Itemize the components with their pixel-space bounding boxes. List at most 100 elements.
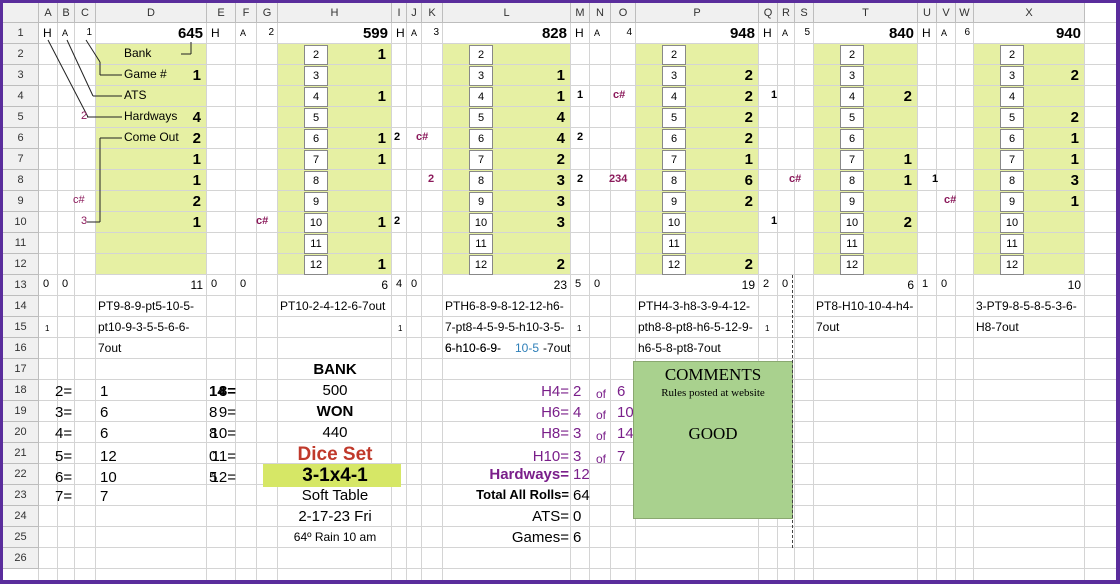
roll-count: 2: [744, 109, 753, 126]
grid-row-line: [3, 421, 1116, 422]
column-header[interactable]: G: [257, 3, 278, 23]
column-header[interactable]: X: [974, 3, 1085, 23]
column-header[interactable]: T: [814, 3, 918, 23]
row-header[interactable]: 1: [3, 23, 39, 44]
row-header[interactable]: 12: [3, 254, 39, 275]
roll-history: 3-PT9-8-5-8-5-3-6-: [976, 299, 1077, 313]
grid-col-line: [442, 3, 443, 580]
tally-label: 12=: [210, 469, 236, 486]
column-header[interactable]: V: [937, 3, 956, 23]
roll-number-box: 7: [662, 150, 686, 170]
a-label: A: [62, 28, 69, 38]
row-header[interactable]: 7: [3, 149, 39, 170]
row-header[interactable]: 4: [3, 86, 39, 107]
column-header[interactable]: M: [571, 3, 590, 23]
row-header[interactable]: 2: [3, 44, 39, 65]
column-header[interactable]: R: [778, 3, 795, 23]
roll-number-box: 8: [469, 171, 493, 191]
a-label: A: [240, 28, 247, 38]
dice-set-value: 3-1x4-1: [302, 465, 368, 486]
column-header[interactable]: U: [918, 3, 937, 23]
tally-label: 2=: [55, 383, 73, 400]
roll-number-box: 5: [662, 108, 686, 128]
comments-body: GOOD: [688, 424, 738, 443]
stat-value: 0: [573, 508, 582, 525]
roll-number-box: 2: [1000, 45, 1024, 65]
stat-label: Games=: [511, 529, 569, 546]
grid-col-line: [1084, 3, 1085, 580]
column-header[interactable]: I: [392, 3, 407, 23]
row-header[interactable]: 20: [3, 422, 39, 443]
weather: 64º Rain 10 am: [293, 530, 377, 544]
roll-number-box: 2: [469, 45, 493, 65]
column-header[interactable]: C: [75, 3, 96, 23]
hardway-label: H6=: [541, 404, 569, 421]
game-area: [974, 44, 1085, 275]
grid-col-line: [277, 3, 278, 580]
column-header[interactable]: Q: [759, 3, 778, 23]
grid-col-line: [421, 3, 422, 580]
hardway-count: 2: [573, 383, 582, 400]
game-roll-total: 11: [190, 278, 203, 292]
roll-count: 2: [556, 256, 565, 273]
tally-label: 11=: [211, 448, 236, 465]
roll-history: pt10-9-3-5-5-6-6-: [98, 320, 190, 334]
h-label: H: [575, 26, 584, 40]
roll-count: 1: [192, 172, 201, 189]
stat-value: 12: [573, 466, 590, 483]
row-header[interactable]: 3: [3, 65, 39, 86]
roll-count: 2: [744, 256, 753, 273]
row-header[interactable]: 13: [3, 275, 39, 296]
row-header[interactable]: 10: [3, 212, 39, 233]
row-header[interactable]: 11: [3, 233, 39, 254]
column-header[interactable]: P: [636, 3, 759, 23]
column-header[interactable]: S: [795, 3, 814, 23]
column-header[interactable]: B: [58, 3, 75, 23]
row-header[interactable]: 23: [3, 485, 39, 506]
column-header[interactable]: W: [956, 3, 974, 23]
column-header[interactable]: A: [39, 3, 58, 23]
row-header[interactable]: 24: [3, 506, 39, 527]
game-area: [814, 44, 918, 275]
roll-number-box: 4: [840, 87, 864, 107]
column-header[interactable]: D: [96, 3, 207, 23]
row-header[interactable]: 18: [3, 380, 39, 401]
zero-count: 4: [396, 278, 403, 290]
column-header[interactable]: E: [207, 3, 236, 23]
row-header[interactable]: 17: [3, 359, 39, 380]
row-header[interactable]: 19: [3, 401, 39, 422]
row-header[interactable]: 8: [3, 170, 39, 191]
marker-2: 2: [428, 173, 435, 185]
column-header[interactable]: K: [422, 3, 443, 23]
row-header[interactable]: 14: [3, 296, 39, 317]
roll-number-box: 2: [662, 45, 686, 65]
row-header[interactable]: 25: [3, 527, 39, 548]
column-header[interactable]: H: [278, 3, 392, 23]
column-header[interactable]: N: [590, 3, 611, 23]
column-header[interactable]: J: [407, 3, 422, 23]
column-header[interactable]: L: [443, 3, 571, 23]
row-header[interactable]: 26: [3, 548, 39, 569]
row-header[interactable]: 16: [3, 338, 39, 359]
roll-number-box: 10: [662, 213, 686, 233]
tally-label: 5=: [55, 448, 73, 465]
row-header[interactable]: 6: [3, 128, 39, 149]
row-header[interactable]: 15: [3, 317, 39, 338]
row-header[interactable]: 22: [3, 464, 39, 485]
game-number: 3: [433, 27, 439, 38]
legend-label: Come Out: [124, 130, 179, 144]
row-header[interactable]: 21: [3, 443, 39, 464]
row-header[interactable]: 9: [3, 191, 39, 212]
roll-count: 1: [556, 88, 565, 105]
zero-count: 0: [43, 278, 50, 290]
a-label: A: [594, 28, 601, 38]
tally-value: 12: [100, 448, 117, 465]
column-header[interactable]: O: [611, 3, 636, 23]
row-15-mark: 1: [45, 324, 50, 333]
column-header[interactable]: F: [236, 3, 257, 23]
row-header[interactable]: 5: [3, 107, 39, 128]
stat-label: Total All Rolls=: [476, 487, 569, 502]
roll-number-box: 9: [662, 192, 686, 212]
roll-count: 1: [1070, 193, 1079, 210]
grid-col-line: [406, 3, 407, 580]
